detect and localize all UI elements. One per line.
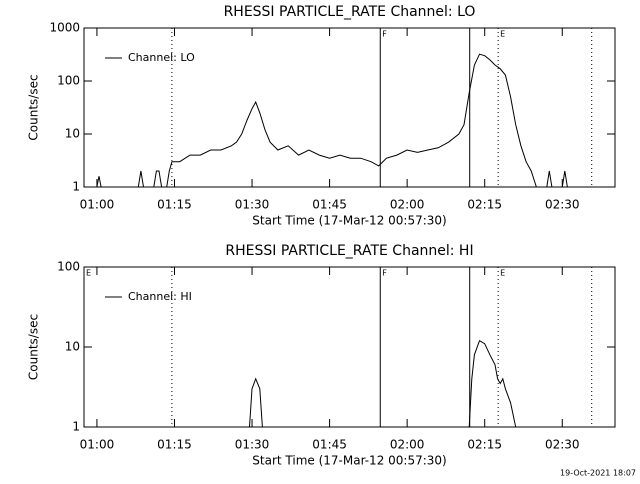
- x-tick-label: 02:00: [390, 438, 425, 452]
- y-tick-label: 10: [65, 340, 80, 354]
- y-axis-label: Counts/sec: [27, 74, 41, 140]
- marker-label: E: [500, 30, 505, 39]
- x-tick-label: 02:30: [545, 438, 580, 452]
- x-tick-label: 02:30: [545, 198, 580, 212]
- x-tick-label: 01:15: [157, 198, 192, 212]
- data-line: [96, 53, 568, 187]
- y-tick-label: 1000: [49, 21, 80, 35]
- chart-title: RHESSI PARTICLE_RATE Channel: HI: [225, 243, 473, 259]
- y-tick-label: 10: [65, 127, 80, 141]
- marker-label: E: [500, 269, 505, 278]
- y-tick-label: 1: [72, 420, 80, 434]
- y-tick-label: 100: [57, 260, 80, 274]
- x-tick-label: 01:00: [80, 438, 115, 452]
- plot-frame: [83, 27, 616, 188]
- x-tick-label: 01:30: [235, 198, 270, 212]
- x-tick-label: 01:30: [235, 438, 270, 452]
- x-tick-label: 01:45: [312, 438, 347, 452]
- x-axis-label: Start Time (17-Mar-12 00:57:30): [252, 214, 446, 228]
- x-tick-label: 01:00: [80, 198, 115, 212]
- y-tick-label: 100: [57, 74, 80, 88]
- marker-label: F: [382, 269, 387, 278]
- y-axis-label: Counts/sec: [27, 314, 41, 380]
- x-axis-label: Start Time (17-Mar-12 00:57:30): [252, 454, 446, 468]
- x-tick-label: 02:15: [467, 438, 502, 452]
- marker-label: F: [382, 30, 387, 39]
- legend-label: Channel: HI: [128, 290, 192, 303]
- x-tick-label: 02:15: [467, 198, 502, 212]
- footer: 19-Oct-2021 18:07: [560, 469, 636, 478]
- data-line: [249, 339, 517, 427]
- x-tick-label: 02:00: [390, 198, 425, 212]
- chart-title: RHESSI PARTICLE_RATE Channel: LO: [224, 4, 476, 20]
- x-tick-label: 01:45: [312, 198, 347, 212]
- marker-label: E: [86, 269, 91, 278]
- y-tick-label: 1: [72, 180, 80, 194]
- legend-label: Channel: LO: [128, 51, 195, 64]
- x-tick-label: 01:15: [157, 438, 192, 452]
